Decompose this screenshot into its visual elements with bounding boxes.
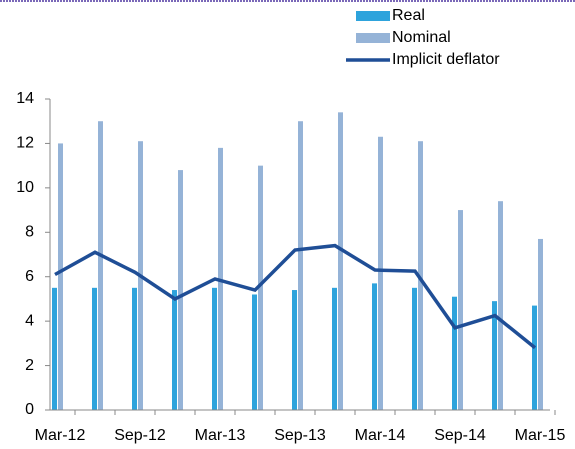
bar	[212, 287, 217, 410]
bar	[532, 305, 537, 410]
x-tick-label: Sep-12	[114, 427, 166, 444]
bar	[538, 238, 543, 410]
bar	[58, 143, 63, 410]
legend-label: Implicit deflator	[392, 51, 500, 68]
y-tick-label: 0	[25, 401, 34, 418]
bar	[292, 290, 297, 410]
bar	[412, 287, 417, 410]
legend-label: Nominal	[392, 29, 451, 46]
bar	[492, 301, 497, 410]
line	[54, 243, 537, 350]
bar	[418, 141, 423, 410]
bar	[98, 121, 103, 410]
x-tick-label: Mar-14	[355, 427, 406, 444]
bar	[52, 287, 57, 410]
legend-swatch	[356, 33, 390, 43]
y-tick-label: 12	[16, 135, 34, 152]
y-tick-label: 8	[25, 224, 34, 241]
bar	[298, 121, 303, 410]
bar	[178, 170, 183, 410]
bar	[332, 287, 337, 410]
x-tick-label: Mar-12	[35, 427, 86, 444]
x-tick-label: Sep-14	[434, 427, 486, 444]
bar	[172, 290, 177, 410]
bar	[378, 136, 383, 410]
bar	[92, 287, 97, 410]
bar	[252, 294, 257, 410]
bar	[338, 112, 343, 410]
y-tick-label: 4	[25, 312, 34, 329]
bar	[498, 201, 503, 410]
legend-label: Real	[392, 7, 425, 24]
bar	[258, 165, 263, 410]
y-tick-label: 14	[16, 90, 34, 107]
bar	[372, 283, 377, 410]
bar	[132, 287, 137, 410]
y-tick-label: 10	[16, 179, 34, 196]
x-tick-label: Mar-15	[515, 427, 566, 444]
y-tick-label: 2	[25, 357, 34, 374]
y-tick-label: 6	[25, 268, 34, 285]
x-tick-label: Sep-13	[274, 427, 326, 444]
bar	[458, 210, 463, 410]
legend-swatch	[356, 11, 390, 21]
x-tick-label: Mar-13	[195, 427, 246, 444]
bar	[452, 296, 457, 410]
